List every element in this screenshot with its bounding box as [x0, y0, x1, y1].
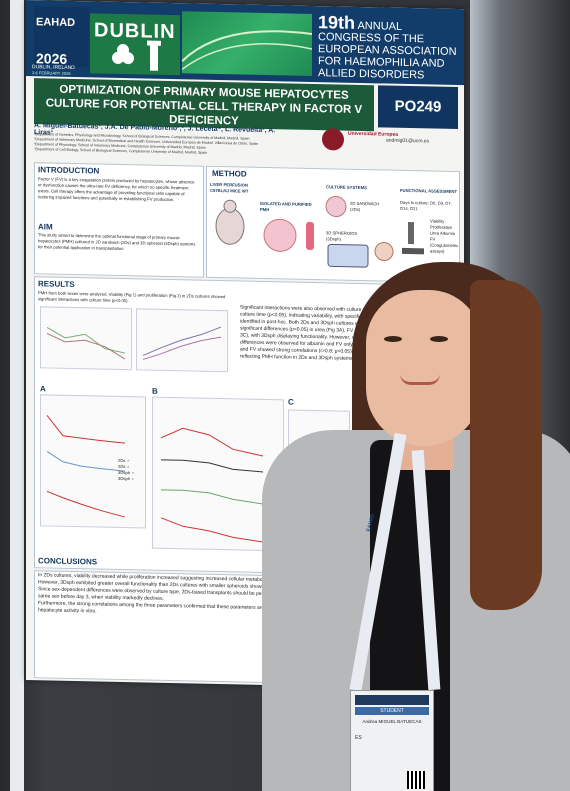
qr-code-icon	[407, 771, 425, 789]
fig-c-label: C	[288, 397, 294, 407]
aim-heading: AIM	[38, 222, 53, 232]
fig1-chart	[40, 306, 132, 371]
cells-dish-icon	[263, 218, 314, 252]
right-eye	[430, 336, 448, 342]
fig2-chart	[136, 308, 228, 373]
badge-name: Andrea MIGUEL BATUECAS	[362, 719, 422, 724]
fig3b-lines	[160, 427, 264, 543]
method-culture: CULTURE SYSTEMS	[326, 184, 367, 191]
method-days: Days in culture: D0, D3, D7, D14, D21	[400, 199, 452, 212]
badge-header	[355, 695, 429, 705]
face	[366, 290, 482, 446]
poster-code: PO249	[378, 85, 458, 130]
header-graphic	[181, 11, 313, 76]
conclusions-heading: CONCLUSIONS	[38, 556, 98, 567]
fig3a-chart	[40, 394, 146, 529]
aim-text: This study aimed to determine the optima…	[38, 232, 196, 252]
fig2-lines	[142, 326, 222, 360]
fig3a-lines	[46, 415, 126, 518]
culture-plates-icon	[325, 195, 394, 268]
eahad-logo: EAHAD 2026	[34, 6, 89, 68]
method-assays: Viability Proliferation Urea Albumin FV …	[430, 218, 459, 254]
left-eye	[384, 336, 402, 342]
legend-item: 3Dsph ♀	[118, 475, 135, 482]
mouse-icon	[215, 199, 245, 245]
method-assessment: FUNCTIONAL ASSESSMENT	[400, 187, 457, 195]
congress-number: 19th	[318, 12, 356, 33]
congress-dates: 3-6 FEBRUARY 2026	[32, 70, 71, 76]
intro-text: Factor V (FV) is a key coagulation prote…	[38, 176, 195, 203]
scientific-poster: EAHAD 2026 DUBLIN, IRELAND 3-6 FEBRUARY …	[26, 0, 464, 690]
results-heading: RESULTS	[38, 279, 75, 290]
eahad-label: EAHAD	[36, 16, 76, 30]
method-isolated: ISOLATED AND PURIFIED PMH	[260, 200, 312, 213]
contact-email: andmig01@ucm.es	[386, 137, 430, 145]
badge-role: STUDENT	[355, 707, 429, 715]
ucm-seal-icon	[322, 128, 344, 151]
method-heading: METHOD	[212, 168, 247, 179]
board-left-frame	[10, 0, 24, 791]
method-perfusion: LIVER PERFUSION C57BL/6J MICE WT	[210, 181, 249, 194]
dublin-banner: DUBLIN	[90, 13, 180, 76]
shamrock-icon	[112, 40, 161, 71]
name-badge: STUDENT Andrea MIGUEL BATUECAS ES	[350, 690, 434, 791]
fig3a-legend: 2Ds ♂ 2Ds ♀ 3Dsph ♂ 3Dsph ♀	[118, 458, 148, 483]
smile	[400, 374, 440, 385]
fig3b-chart	[152, 396, 284, 552]
badge-country: ES	[355, 735, 362, 741]
fig-a-label: A	[40, 384, 46, 394]
wave-graphic	[181, 30, 313, 70]
fig-b-label: B	[152, 386, 158, 396]
fig1-lines	[46, 327, 126, 360]
intro-heading: INTRODUCTION	[38, 165, 100, 176]
microscope-icon	[402, 222, 424, 255]
congress-title: 19th ANNUAL CONGRESS OF THE EUROPEAN ASS…	[318, 12, 458, 81]
hair-right-strand	[470, 280, 542, 610]
